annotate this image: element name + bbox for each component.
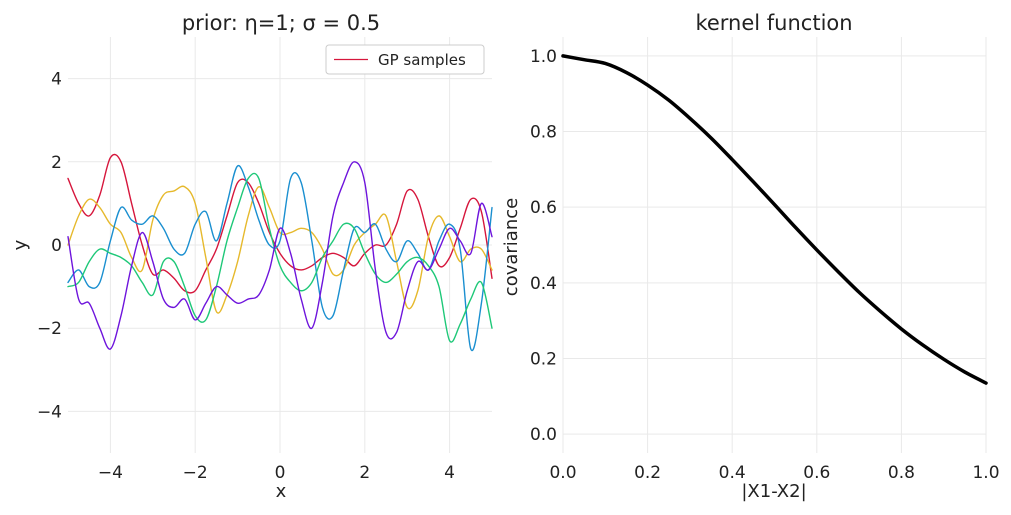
right-gridlines [562, 37, 987, 453]
left-series-group [67, 153, 493, 352]
right-x-axis-label: |X1-X2| [741, 481, 806, 502]
right-y-tick-label: 0.6 [530, 198, 557, 218]
left-x-tick-label: 2 [359, 463, 370, 483]
left-x-tick-label: 0 [275, 463, 286, 483]
left-series-line-4 [67, 172, 493, 343]
kernel-function-panel: kernel function 0.0 0.2 0.4 0.6 0.8 1.0 0.00.… [501, 11, 1000, 502]
left-series-line-1 [67, 153, 493, 294]
right-y-tick-label: 0.2 [530, 349, 557, 369]
left-y-tick-label: −2 [37, 319, 62, 339]
right-x-tick-labels: 0.0 0.2 0.4 0.6 0.8 1.0 [549, 463, 999, 483]
legend-label: GP samples [378, 51, 466, 69]
left-y-tick-labels: −4 −2 0 2 4 [37, 70, 62, 423]
left-y-tick-label: 0 [51, 236, 62, 256]
legend-box [325, 44, 485, 75]
left-chart-title: prior: η=1; σ = 0.5 [182, 11, 380, 35]
left-x-tick-label: −2 [183, 463, 208, 483]
left-series-line-5 [67, 161, 493, 350]
right-x-tick-label: 1.0 [972, 463, 999, 483]
left-x-tick-label: 4 [444, 463, 455, 483]
left-x-tick-labels: −4 −2 0 2 4 [98, 463, 455, 483]
right-series-group [561, 54, 988, 385]
right-x-tick-label: 0.0 [549, 463, 576, 483]
right-y-tick-label: 1.0 [530, 47, 557, 67]
right-series-line-1 [561, 54, 988, 385]
left-x-axis-label: x [276, 481, 287, 502]
right-x-tick-label: 0.8 [888, 463, 915, 483]
left-x-tick-label: −4 [98, 463, 123, 483]
right-y-axis-label: covariance [501, 198, 522, 296]
legend: GP samples [325, 44, 485, 75]
left-gridlines [68, 37, 492, 453]
right-y-tick-label: 0.4 [530, 274, 557, 294]
right-x-tick-label: 0.4 [719, 463, 746, 483]
left-y-axis-label: y [10, 239, 31, 250]
left-y-tick-label: 4 [51, 70, 62, 90]
right-chart-title: kernel function [695, 11, 852, 35]
right-y-tick-label: 0.0 [530, 425, 557, 445]
left-series-line-2 [67, 185, 493, 314]
right-y-tick-label: 0.8 [530, 123, 557, 143]
right-x-tick-label: 0.6 [803, 463, 830, 483]
left-y-tick-label: 2 [51, 153, 62, 173]
right-x-tick-label: 0.2 [634, 463, 661, 483]
left-y-tick-label: −4 [37, 402, 62, 422]
right-y-tick-labels: 0.0 0.2 0.4 0.6 0.8 1.0 [530, 47, 557, 445]
